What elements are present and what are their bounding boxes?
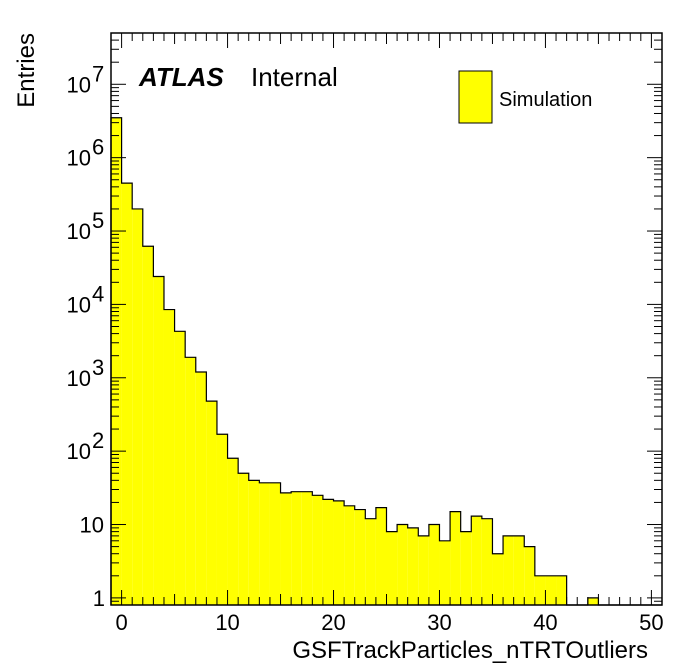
histogram-bar: [471, 516, 482, 605]
histogram-outline: [110, 117, 662, 606]
histogram-bar: [556, 575, 567, 605]
histogram-bar: [397, 524, 408, 605]
histogram-bar: [280, 492, 292, 605]
y-tick-exponent: 5: [92, 208, 104, 233]
histogram-bar: [269, 482, 281, 605]
histogram-bar: [534, 575, 546, 605]
legend-swatch-simulation: [458, 70, 493, 124]
y-tick-exponent: 7: [92, 61, 104, 86]
histogram-bar: [481, 518, 493, 605]
histogram-bar: [227, 458, 239, 605]
y-tick-label: 1: [93, 586, 105, 611]
y-tick-label: 10: [67, 72, 91, 97]
histogram-bar: [132, 208, 143, 605]
y-tick-exponent: 6: [92, 135, 104, 160]
histogram-bar: [344, 505, 355, 605]
y-tick-label: 10: [67, 366, 91, 391]
histogram-bar: [248, 480, 260, 605]
histogram-bar: [450, 511, 461, 605]
histogram-bar: [111, 117, 122, 605]
y-tick-label: 10: [80, 513, 104, 538]
histogram-bar: [291, 491, 302, 605]
histogram-bar: [418, 535, 429, 605]
histogram-bar: [365, 518, 376, 605]
histogram-bar: [185, 357, 196, 605]
histogram-bar: [153, 276, 164, 605]
histogram-bar: [587, 597, 599, 605]
y-tick-label: 10: [67, 146, 91, 171]
histogram-bar: [439, 540, 451, 605]
histogram-bar: [545, 575, 557, 605]
histogram-bar: [354, 509, 366, 605]
legend-label-simulation: Simulation: [499, 89, 592, 111]
x-tick-label: 30: [427, 610, 451, 635]
x-axis-title: GSFTrackParticles_nTRTOutliers: [292, 637, 648, 664]
histogram-bar: [259, 482, 270, 605]
atlas-label: ATLAS: [138, 62, 224, 92]
histogram-bar: [174, 331, 186, 605]
y-tick-label: 10: [67, 219, 91, 244]
histogram-bar: [301, 491, 313, 605]
histogram-bar: [375, 507, 387, 605]
y-tick-exponent: 4: [92, 281, 104, 306]
histogram-bar: [386, 531, 398, 605]
y-tick-exponent: 2: [92, 428, 104, 453]
x-tick-label: 10: [215, 610, 239, 635]
histogram-bars: [110, 117, 662, 606]
histogram-bar: [460, 531, 472, 605]
histogram-bar: [428, 524, 440, 605]
histogram-bar: [142, 246, 154, 605]
y-tick-label: 10: [67, 439, 91, 464]
x-tick-label: 0: [115, 610, 127, 635]
histogram-bar: [121, 183, 133, 605]
histogram-bar: [322, 499, 334, 605]
histogram-bar: [195, 371, 207, 605]
histogram-bar: [312, 495, 323, 605]
histogram-bar: [513, 535, 525, 605]
y-tick-label: 10: [67, 292, 91, 317]
histogram-bar: [206, 401, 217, 605]
histogram-bar: [407, 527, 419, 605]
y-tick-exponent: 3: [92, 355, 104, 380]
y-axis-title: Entries: [13, 33, 40, 108]
histogram-bar: [238, 473, 249, 605]
plot-frame: [110, 32, 663, 606]
histogram-bar: [492, 553, 504, 605]
internal-label: Internal: [251, 62, 338, 92]
histogram-bar: [163, 309, 175, 605]
x-tick-labels: 0 10 20 30 40 50: [115, 610, 663, 635]
histogram-bar: [333, 500, 345, 605]
x-tick-label: 20: [321, 610, 345, 635]
x-tick-label: 40: [533, 610, 557, 635]
histogram-bar: [216, 434, 228, 605]
x-tick-label: 50: [639, 610, 663, 635]
histogram-bar: [524, 546, 535, 605]
histogram-bar: [503, 535, 514, 605]
